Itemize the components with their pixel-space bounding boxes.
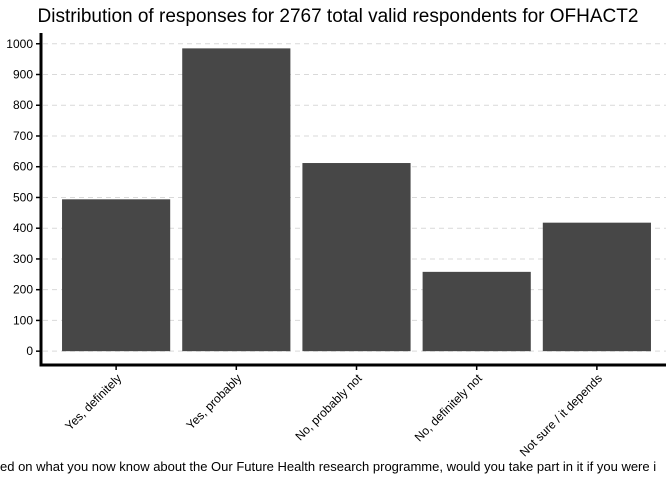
y-tick-label: 400	[13, 221, 33, 235]
bar	[302, 163, 411, 352]
y-tick-label: 100	[13, 313, 33, 327]
x-axis-tick-labels: Yes, definitely Yes, probably No, probably…	[62, 365, 605, 459]
bars	[62, 48, 651, 352]
y-tick-label: 1000	[6, 37, 33, 51]
bar	[62, 199, 171, 352]
bar	[422, 271, 531, 352]
bar	[182, 48, 291, 352]
y-tick-label: 0	[26, 344, 33, 358]
y-tick-label: 600	[13, 160, 33, 174]
x-tick-label: No, probably not	[292, 371, 365, 444]
y-tick-label: 900	[13, 68, 33, 82]
y-tick-label: 800	[13, 98, 33, 112]
x-tick-label: Yes, definitely	[62, 371, 124, 433]
y-tick-label: 700	[13, 129, 33, 143]
y-axis-ticks: 0 100 200 300 400 500 600 700 800 900 1000	[6, 37, 41, 358]
x-axis-label: ed on what you now know about the Our Fu…	[0, 459, 656, 474]
y-tick-label: 200	[13, 283, 33, 297]
x-tick-label: Yes, probably	[183, 371, 244, 432]
x-tick-label: Not sure / it depends	[517, 371, 605, 459]
axis-lines	[39, 33, 666, 367]
axes	[39, 33, 666, 367]
chart-title: Distribution of responses for 2767 total…	[38, 6, 639, 27]
y-tick-label: 300	[13, 252, 33, 266]
bar	[542, 222, 651, 352]
y-tick-label: 500	[13, 190, 33, 204]
x-tick-label: No, definitely not	[412, 371, 486, 445]
